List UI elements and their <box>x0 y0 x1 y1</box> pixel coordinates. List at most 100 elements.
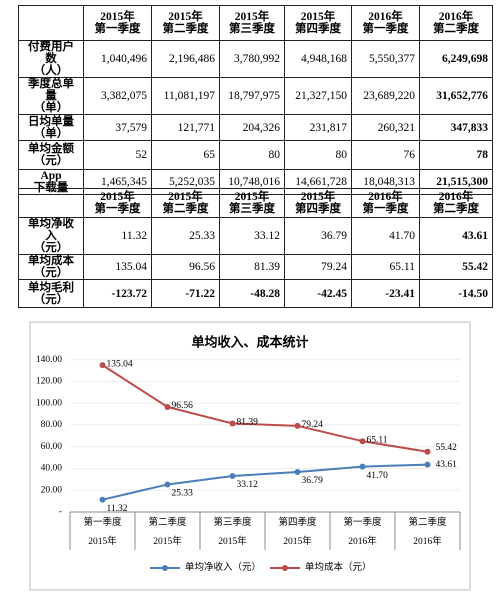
table-cell: 36.79 <box>284 217 352 255</box>
row-label: 单均净收入 （元） <box>18 217 84 255</box>
table-cell: 41.70 <box>351 217 420 255</box>
header-line: 2015年 <box>168 11 203 23</box>
header-cell: 2015年 第四季度 <box>284 5 352 41</box>
row-label-line: 日均单量 <box>28 115 74 128</box>
table-cell: 260,321 <box>351 114 420 141</box>
x-tick-label: 第一季度 <box>83 516 122 528</box>
table-cell: 43.61 <box>419 217 493 255</box>
row-label-line: App <box>40 170 62 182</box>
data-label: 41.70 <box>367 471 389 481</box>
table-row: 单均毛利 （元） -123.72 -71.22 -48.28 -42.45 -23.41 -1… <box>18 279 493 308</box>
header-line: 第二季度 <box>433 203 479 215</box>
table-cell: 5,550,377 <box>351 40 420 78</box>
table-cell: 204,326 <box>219 114 285 141</box>
header-cell: 2016年 第一季度 <box>351 5 420 41</box>
header-line: 2016年 <box>368 11 403 23</box>
header-line: 第一季度 <box>94 203 141 215</box>
row-label-line: （单） <box>33 127 69 140</box>
table-cell: 3,780,992 <box>219 40 285 78</box>
data-label: 135.04 <box>107 359 133 369</box>
table-cell: 33.12 <box>219 217 285 255</box>
header-line: 第二季度 <box>162 23 209 35</box>
header-line: 第四季度 <box>295 203 341 215</box>
row-label-line: 付费用户数 <box>28 41 74 65</box>
row-label: 季度总单量 （单） <box>18 77 84 115</box>
data-label: 65.11 <box>367 435 388 445</box>
row-label-line: （元） <box>33 293 69 306</box>
header-line: 2015年 <box>100 11 135 23</box>
table-cell: 121,771 <box>151 114 220 141</box>
header-cell: 2015年 第二季度 <box>151 188 220 218</box>
data-label: 55.42 <box>436 443 458 453</box>
chart-frame <box>29 321 471 591</box>
header-cell: 2016年 第一季度 <box>351 188 420 218</box>
header-row: 2015年 第一季度 2015年 第二季度 2015年 第三季度 2015年 第四季度 2016… <box>18 5 493 41</box>
row-label-line: （元） <box>33 267 69 279</box>
table-row: 单均净收入 （元） 11.32 25.33 33.12 36.79 41.70 43.61 <box>18 217 493 255</box>
data-point <box>99 496 106 503</box>
data-label: 81.39 <box>237 418 259 428</box>
data-point <box>164 403 171 410</box>
table-cell: 18,797,975 <box>219 77 285 115</box>
table-cell: 2,196,486 <box>151 40 220 78</box>
table-cell: 23,689,220 <box>351 77 420 115</box>
legend-marker <box>282 565 288 571</box>
data-label: 43.61 <box>436 460 458 470</box>
header-line: 2015年 <box>234 11 270 23</box>
table-cell: -71.22 <box>151 279 220 308</box>
header-line: 第一季度 <box>362 203 409 215</box>
y-tick-label: 80.00 <box>41 420 63 430</box>
table-cell: 79.24 <box>284 254 352 280</box>
y-tick-label: - <box>59 507 62 517</box>
header-line: 2015年 <box>168 191 203 203</box>
row-label: 单均成本 （元） <box>18 254 84 280</box>
table-cell: 11,081,197 <box>151 77 220 115</box>
table-row: 付费用户数 （人） 1,040,496 2,196,486 3,780,992 4,948… <box>18 40 493 78</box>
table-row: 日均单量 （单） 37,579 121,771 204,326 231,817 260,32… <box>18 114 493 141</box>
table-cell: 65 <box>151 140 220 170</box>
x-tick-label: 2015年 <box>88 535 117 547</box>
data-label: 33.12 <box>237 480 259 490</box>
header-line: 2015年 <box>100 191 135 203</box>
y-tick-label: 140.00 <box>36 355 62 365</box>
data-point <box>229 472 236 479</box>
header-row: 2015年 第一季度 2015年 第二季度 2015年 第三季度 2015年 第四季度 2016… <box>18 188 493 218</box>
table-cell: -42.45 <box>284 279 352 308</box>
table-row: 季度总单量 （单） 3,382,075 11,081,197 18,797,975 21,… <box>18 77 493 115</box>
x-tick-label: 第四季度 <box>278 516 317 528</box>
x-tick-label: 2015年 <box>283 535 312 547</box>
x-tick-label: 第二季度 <box>148 516 187 528</box>
y-tick-label: 20.00 <box>41 485 63 495</box>
header-cell: 2015年 第一季度 <box>83 5 152 41</box>
y-tick-label: 100.00 <box>36 398 62 408</box>
row-label-line: 单均成本 <box>28 255 74 267</box>
header-cell: 2016年 第二季度 <box>419 188 493 218</box>
header-cell: 2015年 第三季度 <box>219 188 285 218</box>
legend-label: 单均净收入（元） <box>185 561 261 573</box>
header-cell: 2015年 第一季度 <box>83 188 152 218</box>
header-cell: 2015年 第三季度 <box>219 5 285 41</box>
corner-cell <box>18 188 84 218</box>
data-label: 11.32 <box>107 504 128 514</box>
table-cell: 55.42 <box>419 254 493 280</box>
x-tick-label: 第三季度 <box>213 516 252 528</box>
row-label: 单均毛利 （元） <box>18 279 84 308</box>
table-row: 单均成本 （元） 135.04 96.56 81.39 79.24 65.11 55.42 <box>18 254 493 280</box>
header-line: 第一季度 <box>362 23 409 35</box>
data-label: 79.24 <box>302 420 324 430</box>
table-cell: -123.72 <box>83 279 152 308</box>
header-line: 2016年 <box>368 191 403 203</box>
data-point <box>164 481 171 488</box>
row-label: 日均单量 （单） <box>18 114 84 141</box>
row-label: 付费用户数 （人） <box>18 40 84 78</box>
table-cell: 1,040,496 <box>83 40 152 78</box>
row-label-line: 单均净收入 <box>28 218 74 242</box>
y-tick-label: 40.00 <box>41 464 63 474</box>
x-tick-label: 第二季度 <box>408 516 447 528</box>
x-tick-label: 第一季度 <box>343 516 382 528</box>
row-label-line: 单均金额 <box>28 143 74 155</box>
table-cell: 80 <box>284 140 352 170</box>
table-cell: 231,817 <box>284 114 352 141</box>
